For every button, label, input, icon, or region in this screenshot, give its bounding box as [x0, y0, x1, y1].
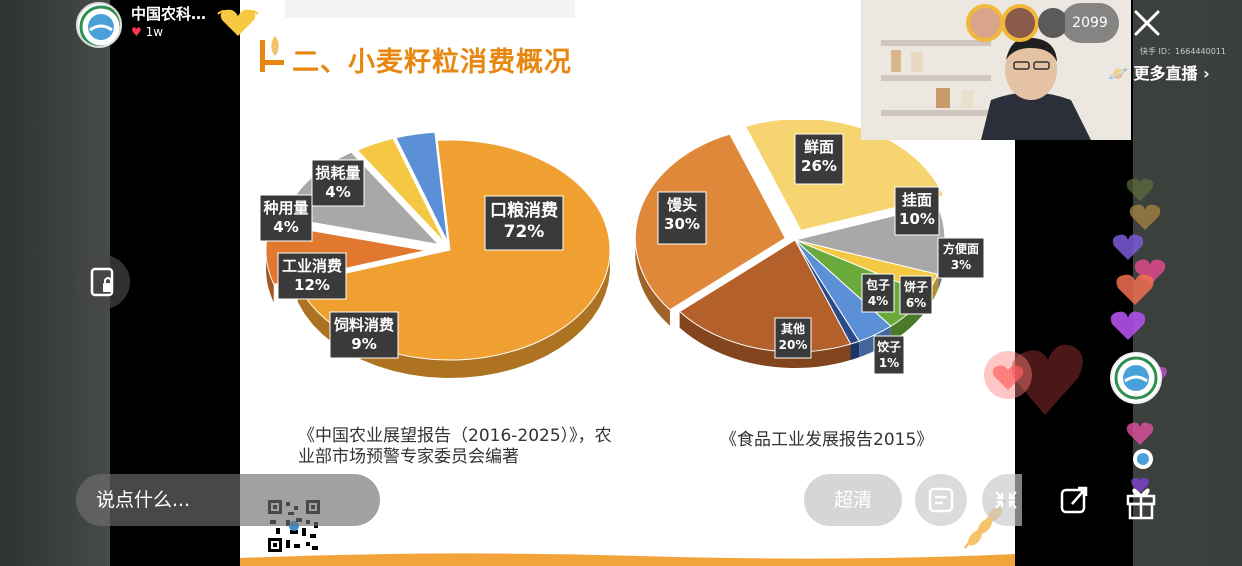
kuaishou-id: 快手 ID：1664440011 — [1140, 47, 1226, 56]
pie-slice-side — [850, 341, 860, 361]
pie-label-text: 6% — [906, 296, 926, 310]
pie-slice-side — [266, 246, 274, 303]
pie-label-text: 4% — [273, 218, 298, 236]
pie-label-text: 挂面 — [902, 191, 932, 209]
pie-label-text: 馒头 — [667, 196, 697, 214]
subtitle-button[interactable] — [915, 474, 967, 526]
pie-label-text: 其他 — [781, 321, 805, 336]
pie-slice-side — [297, 253, 610, 378]
like-count: ♥ 1w — [131, 25, 163, 39]
pie-label-其他: 其他 20% — [774, 317, 812, 359]
wheat-icon — [260, 36, 284, 72]
pie-label-text: 4% — [868, 294, 888, 308]
share-icon[interactable] — [1054, 480, 1094, 520]
comment-input[interactable]: 说点什么... — [76, 474, 380, 526]
pie-label-text: 饼子 — [904, 279, 928, 294]
anchor-avatar[interactable] — [76, 2, 122, 48]
more-live-button[interactable]: 🪐 更多直播 › — [1108, 60, 1210, 84]
pie-label-text: 方便面 — [943, 241, 979, 256]
pie-label-text: 10% — [899, 210, 935, 228]
anchor-name[interactable]: 中国农科… — [131, 5, 207, 23]
subtitle-icon — [928, 487, 954, 513]
pie-label-包子: 包子 4% — [861, 273, 895, 313]
exit-fullscreen-button[interactable] — [982, 474, 1022, 526]
pie-label-方便面: 方便面 3% — [937, 237, 985, 279]
pie-label-text: 鲜面 — [804, 138, 834, 156]
big-heart-animation — [984, 344, 1083, 415]
pie-slice-损耗量 — [395, 131, 449, 243]
heart-icon: ♥ — [131, 25, 142, 39]
pie-slice-种用量 — [356, 137, 446, 243]
planet-icon: 🪐 — [1108, 64, 1128, 83]
pie-label-text: 4% — [325, 183, 350, 201]
follow-heart-button[interactable] — [216, 6, 260, 40]
pie-label-text: 工业消费 — [282, 257, 342, 275]
pie-label-text: 3% — [951, 258, 971, 272]
shrink-icon — [995, 491, 1017, 509]
pie-label-text: 20% — [779, 338, 808, 352]
pie-label-text: 饺子 — [877, 339, 901, 354]
pie-label-text: 1% — [879, 356, 899, 370]
pie-label-text: 12% — [294, 276, 330, 294]
pie-slice-馒头 — [634, 133, 786, 311]
anchor-logo-icon — [79, 5, 120, 46]
pie-label-text: 饲料消费 — [333, 316, 394, 334]
pie-label-text: 种用量 — [262, 199, 308, 217]
pie-label-text: 口粮消费 — [490, 200, 558, 221]
pie-label-饼子: 饼子 6% — [899, 275, 933, 315]
pie-label-饺子: 饺子 1% — [873, 335, 905, 375]
pie-label-text: 9% — [351, 335, 376, 353]
pie-label-text: 30% — [664, 215, 700, 233]
small-logo-icon — [1133, 449, 1153, 469]
source-left-line1: 《中国农业展望报告（2016-2025）》，农 — [298, 426, 612, 446]
pie-label-text: 损耗量 — [315, 164, 360, 182]
floating-hearts — [1110, 178, 1167, 493]
letterbox-left — [110, 0, 240, 566]
pie-label-text: 26% — [801, 157, 837, 175]
source-right: 《食品工业发展报告2015》 — [720, 430, 934, 450]
more-live-label: 更多直播 — [1133, 64, 1198, 83]
quality-button[interactable]: 超清 — [804, 474, 902, 526]
pie-label-text: 包子 — [865, 277, 890, 292]
slide-title: 二、小麦籽粒消费概况 — [292, 47, 572, 78]
pie-slice-side — [635, 236, 670, 326]
viewer-count[interactable]: 2099 — [1061, 3, 1119, 43]
pie-label-text: 72% — [504, 222, 545, 242]
audience-avatars — [966, 4, 1065, 42]
close-icon[interactable] — [1130, 6, 1164, 40]
logo-icon — [1114, 356, 1158, 400]
screen-lock-button[interactable] — [76, 255, 130, 309]
lock-icon — [90, 267, 114, 297]
like-count-value: 1w — [145, 25, 164, 39]
slide-top-bar — [285, 0, 575, 18]
chevron-right-icon: › — [1203, 64, 1210, 83]
live-shop-logo[interactable] — [1110, 352, 1162, 404]
slide-bottom-decoration — [240, 553, 1015, 566]
source-left-line2: 业部市场预警专家委员会编著 — [298, 447, 519, 467]
gift-icon[interactable] — [1118, 478, 1164, 524]
